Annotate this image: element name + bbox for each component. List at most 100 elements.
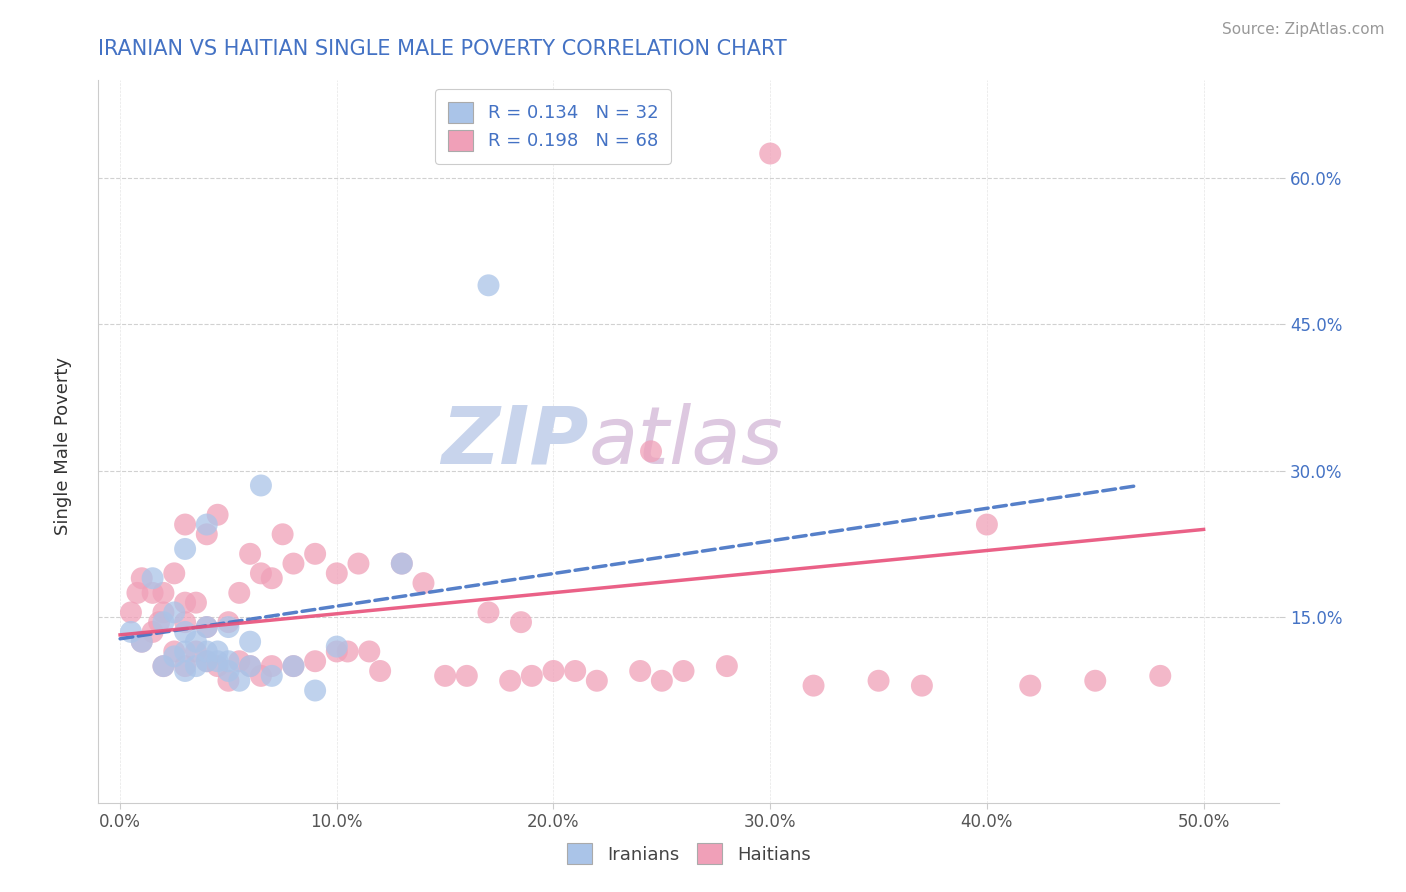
Point xyxy=(543,664,565,678)
Point xyxy=(142,586,165,600)
Point xyxy=(368,664,391,678)
Point xyxy=(260,669,283,683)
Point xyxy=(868,673,890,688)
Point xyxy=(217,654,239,668)
Point xyxy=(1019,679,1042,693)
Point xyxy=(131,571,153,585)
Text: Single Male Poverty: Single Male Poverty xyxy=(55,357,72,535)
Point xyxy=(326,640,349,654)
Point xyxy=(359,644,381,658)
Point xyxy=(195,527,218,541)
Point xyxy=(283,659,305,673)
Point xyxy=(391,557,413,571)
Point xyxy=(195,654,218,668)
Text: atlas: atlas xyxy=(589,402,783,481)
Point xyxy=(260,659,283,673)
Point xyxy=(195,620,218,634)
Point xyxy=(195,654,218,668)
Point xyxy=(585,673,607,688)
Point xyxy=(184,659,207,673)
Point xyxy=(148,615,170,630)
Text: ZIP: ZIP xyxy=(441,402,589,481)
Point xyxy=(184,644,207,658)
Point xyxy=(628,664,651,678)
Point xyxy=(195,644,218,658)
Point xyxy=(803,679,825,693)
Point xyxy=(120,606,142,620)
Point xyxy=(163,566,186,581)
Point xyxy=(152,659,174,673)
Point xyxy=(911,679,934,693)
Point xyxy=(250,478,273,492)
Point xyxy=(174,517,197,532)
Point xyxy=(152,606,174,620)
Point xyxy=(477,278,499,293)
Point xyxy=(217,673,239,688)
Point xyxy=(976,517,998,532)
Point xyxy=(564,664,586,678)
Point xyxy=(174,615,197,630)
Point xyxy=(326,644,349,658)
Point xyxy=(120,624,142,639)
Point xyxy=(510,615,533,630)
Point xyxy=(163,606,186,620)
Point xyxy=(163,644,186,658)
Point xyxy=(184,596,207,610)
Point xyxy=(499,673,522,688)
Point xyxy=(304,547,326,561)
Point xyxy=(127,586,149,600)
Point xyxy=(184,634,207,648)
Point xyxy=(716,659,738,673)
Point xyxy=(391,557,413,571)
Point xyxy=(304,683,326,698)
Point xyxy=(672,664,695,678)
Point xyxy=(477,606,499,620)
Point xyxy=(250,566,273,581)
Point xyxy=(239,547,262,561)
Text: IRANIAN VS HAITIAN SINGLE MALE POVERTY CORRELATION CHART: IRANIAN VS HAITIAN SINGLE MALE POVERTY C… xyxy=(98,39,787,59)
Point xyxy=(250,669,273,683)
Point xyxy=(152,586,174,600)
Point xyxy=(174,596,197,610)
Point xyxy=(260,571,283,585)
Point xyxy=(347,557,370,571)
Point xyxy=(163,649,186,664)
Point xyxy=(412,576,434,591)
Point xyxy=(207,654,229,668)
Point xyxy=(207,508,229,522)
Point xyxy=(131,634,153,648)
Point xyxy=(217,620,239,634)
Point xyxy=(174,659,197,673)
Point xyxy=(456,669,478,683)
Point xyxy=(651,673,673,688)
Point xyxy=(174,541,197,556)
Point xyxy=(239,659,262,673)
Point xyxy=(152,615,174,630)
Point xyxy=(207,644,229,658)
Point xyxy=(228,673,250,688)
Point xyxy=(195,517,218,532)
Point xyxy=(1149,669,1171,683)
Point xyxy=(174,624,197,639)
Text: Source: ZipAtlas.com: Source: ZipAtlas.com xyxy=(1222,22,1385,37)
Point xyxy=(434,669,457,683)
Point xyxy=(174,664,197,678)
Point xyxy=(228,654,250,668)
Legend: Iranians, Haitians: Iranians, Haitians xyxy=(558,834,820,873)
Point xyxy=(207,659,229,673)
Point xyxy=(217,615,239,630)
Point xyxy=(759,146,782,161)
Point xyxy=(283,557,305,571)
Point xyxy=(239,659,262,673)
Point xyxy=(520,669,543,683)
Point xyxy=(304,654,326,668)
Point xyxy=(142,624,165,639)
Point xyxy=(640,444,662,458)
Point xyxy=(228,586,250,600)
Point xyxy=(142,571,165,585)
Point xyxy=(217,664,239,678)
Point xyxy=(1084,673,1107,688)
Point xyxy=(283,659,305,673)
Point xyxy=(152,659,174,673)
Point xyxy=(174,644,197,658)
